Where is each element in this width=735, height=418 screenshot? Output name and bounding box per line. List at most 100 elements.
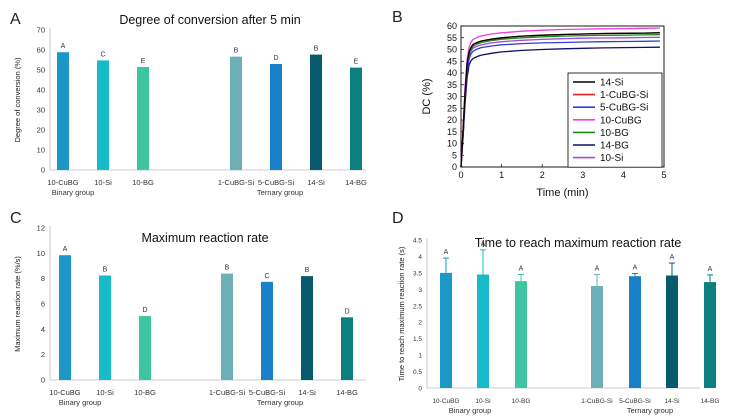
significance-letter: E <box>141 58 146 65</box>
significance-letter: A <box>481 241 486 248</box>
y-tick-label: 10 <box>37 249 45 258</box>
bar-10-si <box>477 274 489 388</box>
group-label-1: Ternary group <box>257 188 303 197</box>
y-tick-label: 60 <box>37 46 45 55</box>
significance-letter: A <box>670 254 675 261</box>
y-tick-label: 30 <box>37 106 45 115</box>
bar-14-bg <box>341 317 353 380</box>
bar-5-cubg-si <box>629 276 641 388</box>
x-tick-label: 5 <box>661 170 666 180</box>
y-tick-label: 1.5 <box>413 336 422 343</box>
x-tick-label: 4 <box>621 170 626 180</box>
y-tick-label: 2.5 <box>413 303 422 310</box>
y-tick-label: 20 <box>37 126 45 135</box>
y-tick-label: 0 <box>41 376 45 385</box>
y-tick-label: 4 <box>41 325 45 334</box>
significance-letter: A <box>444 249 449 256</box>
legend-label: 10-BG <box>600 128 629 139</box>
y-axis-label: Maximum reaction rate (%/s) <box>13 256 22 352</box>
bar-14-bg <box>704 282 716 388</box>
significance-letter: A <box>519 266 524 273</box>
panel-letter-a: A <box>10 11 21 28</box>
y-tick-label: 10 <box>447 139 457 149</box>
significance-letter: D <box>344 308 349 315</box>
chart-title: Maximum reaction rate <box>141 231 268 245</box>
bar-14-si <box>301 276 313 380</box>
bar-10-si <box>99 275 111 380</box>
y-tick-label: 2 <box>418 320 422 327</box>
significance-letter: A <box>633 265 638 272</box>
significance-letter: B <box>314 46 319 53</box>
group-label-1: Ternary group <box>627 406 673 415</box>
legend-label: 14-BG <box>600 141 629 152</box>
bar-14-bg <box>350 67 362 170</box>
y-tick-label: 25 <box>447 103 457 113</box>
x-tick-label: 14-BG <box>701 398 720 405</box>
bar-10-cubg <box>59 255 71 380</box>
panel-letter-d: D <box>392 210 404 227</box>
y-tick-label: 0 <box>41 166 45 175</box>
y-tick-label: 45 <box>447 56 457 66</box>
x-tick-label: 10-CuBG <box>49 388 80 397</box>
x-tick-label: 10-Si <box>94 178 112 187</box>
chart-title: Degree of conversion after 5 min <box>119 13 300 27</box>
x-tick-label: 3 <box>580 170 585 180</box>
y-tick-label: 8 <box>41 274 45 283</box>
bar-1-cubg-si <box>591 286 603 388</box>
x-tick-label: 10-Si <box>96 388 114 397</box>
y-tick-label: 3.5 <box>413 270 422 277</box>
legend-label: 10-CuBG <box>600 115 642 126</box>
y-tick-label: 55 <box>447 33 457 43</box>
panel-letter-b: B <box>392 9 403 26</box>
x-tick-label: 5-CuBG-Si <box>258 178 295 187</box>
x-tick-label: 14-Si <box>298 388 316 397</box>
significance-letter: A <box>595 266 600 273</box>
x-tick-label: 1-CuBG-Si <box>581 398 612 405</box>
significance-letter: B <box>305 267 310 274</box>
x-tick-label: 14-Si <box>664 398 679 405</box>
x-tick-label: 0 <box>458 170 463 180</box>
bar-1-cubg-si <box>230 56 242 170</box>
y-tick-label: 4.5 <box>413 238 422 245</box>
y-tick-label: 2 <box>41 350 45 359</box>
significance-letter: B <box>234 48 239 55</box>
y-tick-label: 20 <box>447 115 457 125</box>
panel-letter-c: C <box>10 210 22 227</box>
x-tick-label: 10-BG <box>134 388 156 397</box>
legend-label: 14-Si <box>600 78 623 89</box>
x-tick-label: 2 <box>540 170 545 180</box>
legend-label: 1-CuBG-Si <box>600 90 648 101</box>
y-tick-label: 70 <box>37 26 45 35</box>
group-label-1: Ternary group <box>257 398 303 407</box>
bar-14-si <box>666 275 678 388</box>
bar-5-cubg-si <box>270 64 282 170</box>
bar-10-bg <box>139 316 151 380</box>
y-axis-label: Degree of conversion (%) <box>13 57 22 143</box>
x-tick-label: 1-CuBG-Si <box>218 178 255 187</box>
bar-1-cubg-si <box>221 273 233 380</box>
y-tick-label: 0 <box>452 162 457 172</box>
series-line-14-si <box>460 32 660 168</box>
x-tick-label: 5-CuBG-Si <box>619 398 650 405</box>
legend-label: 5-CuBG-Si <box>600 103 648 114</box>
x-tick-label: 10-BG <box>132 178 154 187</box>
significance-letter: A <box>708 266 713 273</box>
y-tick-label: 50 <box>37 66 45 75</box>
series-line-10-cubg <box>460 27 660 168</box>
y-tick-label: 10 <box>37 146 45 155</box>
bar-10-cubg <box>440 272 452 388</box>
y-axis-label: Time to reach maximum reaction rate (s) <box>397 246 406 381</box>
bar-10-si <box>97 60 109 170</box>
significance-letter: C <box>264 273 269 280</box>
group-label-0: Binary group <box>52 188 95 197</box>
bar-5-cubg-si <box>261 281 273 380</box>
x-tick-label: 14-Si <box>307 178 325 187</box>
y-tick-label: 4 <box>418 254 422 261</box>
y-axis-label: DC (%) <box>421 78 433 114</box>
significance-letter: D <box>273 55 278 62</box>
x-tick-label: 10-CuBG <box>47 178 78 187</box>
x-tick-label: 10-BG <box>512 398 531 405</box>
